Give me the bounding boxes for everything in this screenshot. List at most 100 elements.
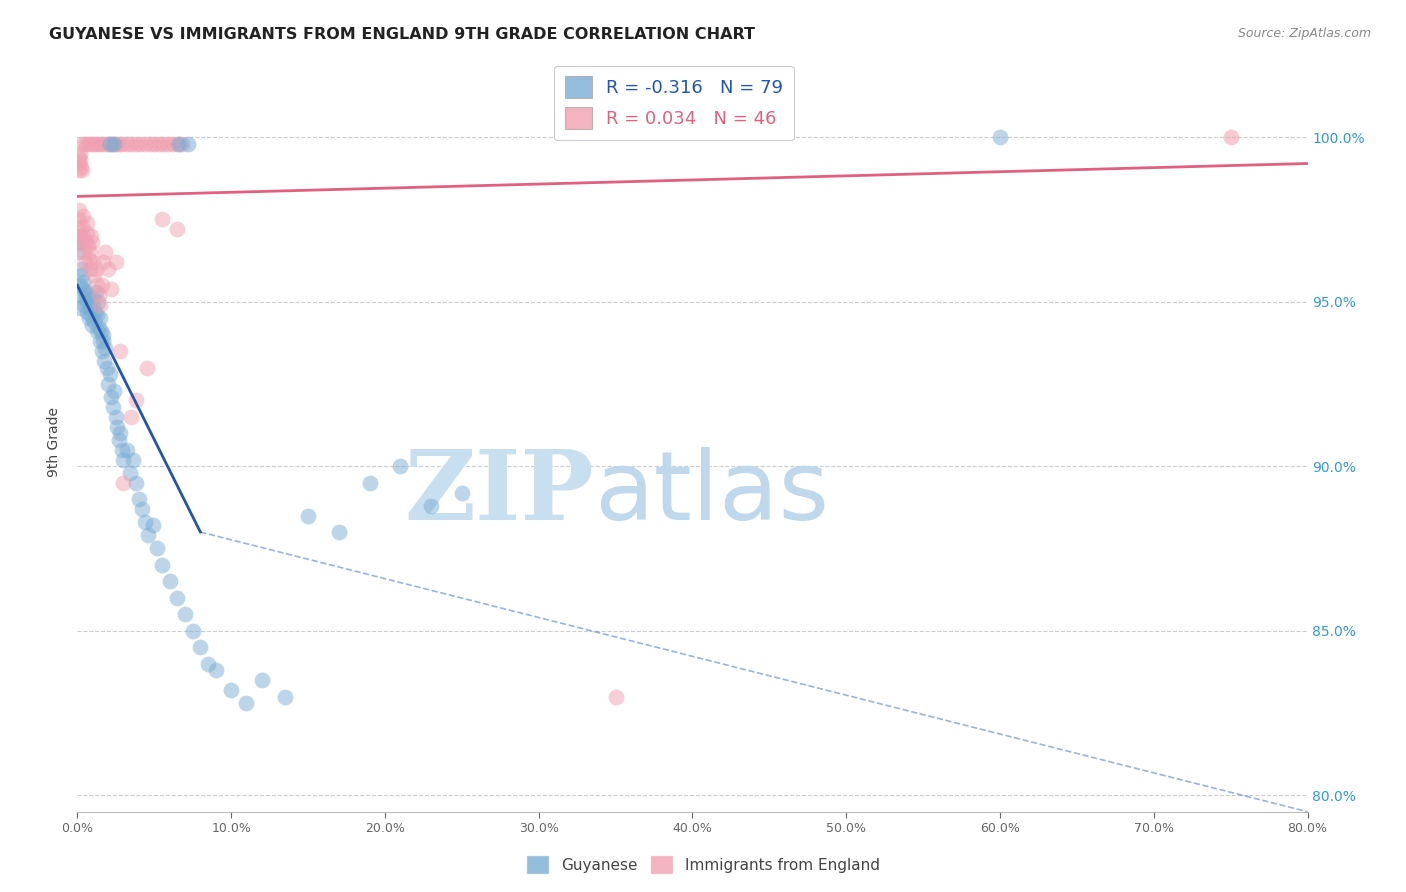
Point: [69, 160, 91, 174]
Point: [73, 255, 96, 269]
Point: [112, 452, 135, 467]
Point: [389, 459, 412, 474]
Point: [100, 390, 122, 404]
Point: [94, 245, 117, 260]
Point: [90, 344, 114, 359]
Point: [108, 136, 131, 151]
Point: [87, 294, 110, 309]
Point: [97, 261, 120, 276]
Point: [100, 281, 122, 295]
Point: [90, 324, 112, 338]
Point: [134, 515, 156, 529]
Point: [150, 212, 173, 227]
Point: [79, 301, 101, 316]
Point: [69, 301, 91, 316]
Point: [988, 130, 1011, 145]
Point: [98, 136, 121, 151]
Point: [111, 136, 134, 151]
Point: [70, 261, 93, 276]
Point: [108, 433, 131, 447]
Point: [120, 409, 142, 424]
Point: [90, 278, 114, 293]
Point: [86, 308, 108, 322]
Point: [118, 466, 141, 480]
Point: [93, 255, 115, 269]
Point: [89, 334, 111, 348]
Point: [69, 150, 91, 164]
Point: [89, 298, 111, 312]
Point: [72, 275, 94, 289]
Point: [111, 442, 134, 457]
Point: [197, 657, 219, 671]
Point: [86, 278, 108, 293]
Point: [110, 344, 132, 359]
Point: [450, 485, 472, 500]
Point: [297, 508, 319, 523]
Point: [125, 393, 148, 408]
Point: [134, 136, 156, 151]
Point: [72, 228, 94, 243]
Point: [67, 245, 90, 260]
Point: [96, 360, 118, 375]
Point: [98, 136, 121, 151]
Point: [93, 354, 115, 368]
Point: [86, 136, 108, 151]
Point: [103, 384, 125, 398]
Point: [104, 136, 127, 151]
Point: [166, 222, 188, 236]
Point: [87, 321, 110, 335]
Point: [101, 400, 124, 414]
Point: [1219, 130, 1241, 145]
Point: [87, 288, 110, 302]
Point: [112, 475, 135, 490]
Point: [80, 228, 103, 243]
Point: [80, 318, 103, 332]
Point: [84, 285, 107, 299]
Point: [93, 136, 115, 151]
Point: [274, 690, 297, 704]
Point: [69, 153, 91, 168]
Text: ZIP: ZIP: [405, 446, 595, 541]
Point: [77, 252, 100, 266]
Point: [72, 281, 94, 295]
Point: [82, 292, 104, 306]
Point: [159, 574, 181, 589]
Point: [115, 136, 138, 151]
Point: [76, 294, 98, 309]
Point: [83, 268, 105, 283]
Point: [75, 285, 97, 299]
Point: [76, 216, 98, 230]
Point: [75, 235, 97, 250]
Point: [115, 442, 138, 457]
Point: [250, 673, 273, 687]
Point: [73, 136, 96, 151]
Point: [69, 146, 91, 161]
Point: [204, 663, 226, 677]
Point: [138, 136, 160, 151]
Point: [150, 558, 173, 572]
Point: [129, 136, 152, 151]
Point: [104, 409, 127, 424]
Point: [82, 298, 104, 312]
Point: [67, 156, 90, 170]
Point: [76, 226, 98, 240]
Point: [188, 640, 212, 655]
Point: [110, 426, 132, 441]
Point: [93, 327, 115, 342]
Point: [166, 591, 188, 605]
Point: [143, 136, 166, 151]
Point: [67, 163, 90, 178]
Point: [79, 294, 101, 309]
Point: [97, 376, 120, 391]
Legend: Guyanese, Immigrants from England: Guyanese, Immigrants from England: [520, 849, 886, 880]
Point: [157, 136, 180, 151]
Point: [125, 136, 148, 151]
Point: [80, 136, 103, 151]
Point: [77, 311, 100, 326]
Point: [83, 314, 105, 328]
Point: [152, 136, 174, 151]
Point: [174, 607, 197, 622]
Point: [69, 228, 91, 243]
Point: [73, 292, 96, 306]
Point: [104, 255, 127, 269]
